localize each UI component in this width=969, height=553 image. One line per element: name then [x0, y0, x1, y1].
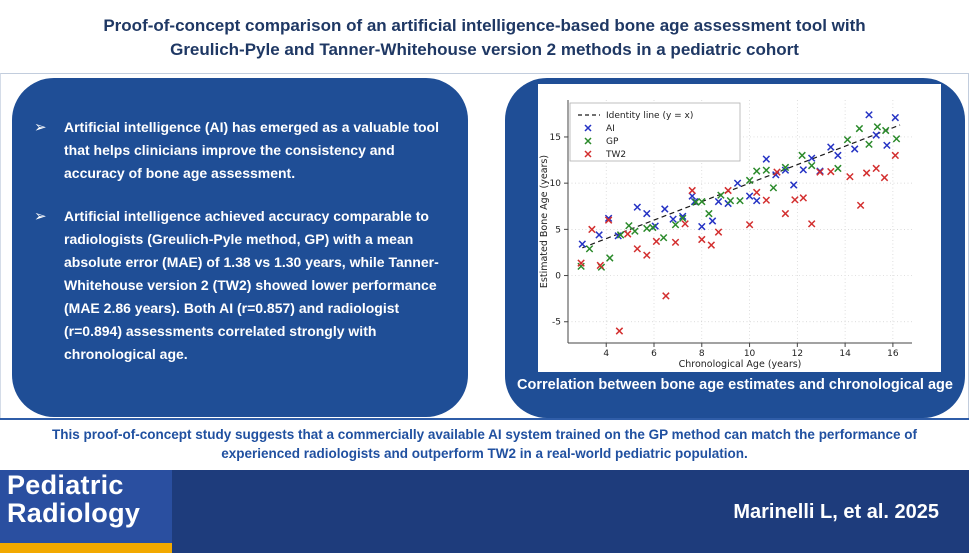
key-points-panel: ➢ Artificial intelligence (AI) has emerg… [12, 78, 468, 417]
title-line-1: Proof-of-concept comparison of an artifi… [103, 16, 866, 35]
svg-text:Identity line (y = x): Identity line (y = x) [606, 111, 693, 121]
chart-tick-labels: 4 6 8 10 12 14 16 -5 0 5 10 15 [550, 133, 899, 359]
svg-text:5: 5 [555, 225, 561, 235]
chart-legend: Identity line (y = x) AI GP TW2 [569, 102, 741, 162]
svg-text:16: 16 [887, 349, 899, 359]
page-title: Proof-of-concept comparison of an artifi… [0, 14, 969, 62]
bullet-arrow-icon: ➢ [34, 119, 47, 136]
list-item: ➢ Artificial intelligence (AI) has emerg… [34, 116, 462, 185]
svg-text:4: 4 [603, 349, 609, 359]
series-GP [577, 123, 901, 271]
list-item: ➢ Artificial intelligence achieved accur… [34, 205, 462, 366]
y-axis-label: Estimated Bone Age (years) [539, 155, 550, 288]
conclusion-text: This proof-of-concept study suggests tha… [24, 425, 945, 463]
svg-text:10: 10 [744, 349, 756, 359]
svg-text:6: 6 [651, 349, 657, 359]
series-TW2 [577, 151, 900, 335]
bullet-arrow-icon: ➢ [34, 208, 47, 225]
chart-image: 4 6 8 10 12 14 16 -5 0 5 10 15 Chronological Age (ye… [538, 84, 941, 372]
conclusion-text-inner: This proof-of-concept study suggests tha… [52, 427, 917, 461]
journal-logo-text: Pediatric Radiology [7, 471, 140, 527]
svg-text:10: 10 [550, 179, 562, 189]
chart-spines [567, 100, 912, 344]
svg-text:GP: GP [606, 137, 619, 147]
journal-logo: Pediatric Radiology [0, 470, 172, 543]
x-axis-label: Chronological Age (years) [679, 359, 802, 370]
bullet-text-1: Artificial intelligence (AI) has emerged… [64, 119, 439, 181]
bullet-text-2: Artificial intelligence achieved accurac… [64, 208, 439, 362]
svg-text:14: 14 [839, 349, 851, 359]
identity-line [582, 124, 901, 249]
figure-caption: Correlation between bone age estimates a… [517, 377, 953, 393]
title-line-2: Greulich-Pyle and Tanner-Whitehouse vers… [170, 40, 799, 59]
logo-gold-bar [0, 543, 172, 553]
svg-text:-5: -5 [552, 318, 561, 328]
scatter-plot: 4 6 8 10 12 14 16 -5 0 5 10 15 Chronological Age (ye… [539, 100, 912, 370]
svg-text:8: 8 [699, 349, 705, 359]
journal-name-line-2: Radiology [7, 498, 141, 528]
citation-text: Marinelli L, et al. 2025 [733, 501, 939, 523]
svg-text:12: 12 [792, 349, 803, 359]
journal-name-line-1: Pediatric [7, 470, 124, 500]
svg-text:TW2: TW2 [605, 150, 626, 160]
journal-footer: Pediatric Radiology Marinelli L, et al. … [0, 470, 969, 553]
chart-ticks [564, 136, 894, 347]
svg-text:AI: AI [606, 124, 615, 134]
series-AI [578, 111, 900, 248]
svg-text:15: 15 [550, 133, 561, 143]
divider [0, 418, 969, 420]
svg-text:0: 0 [555, 272, 561, 282]
